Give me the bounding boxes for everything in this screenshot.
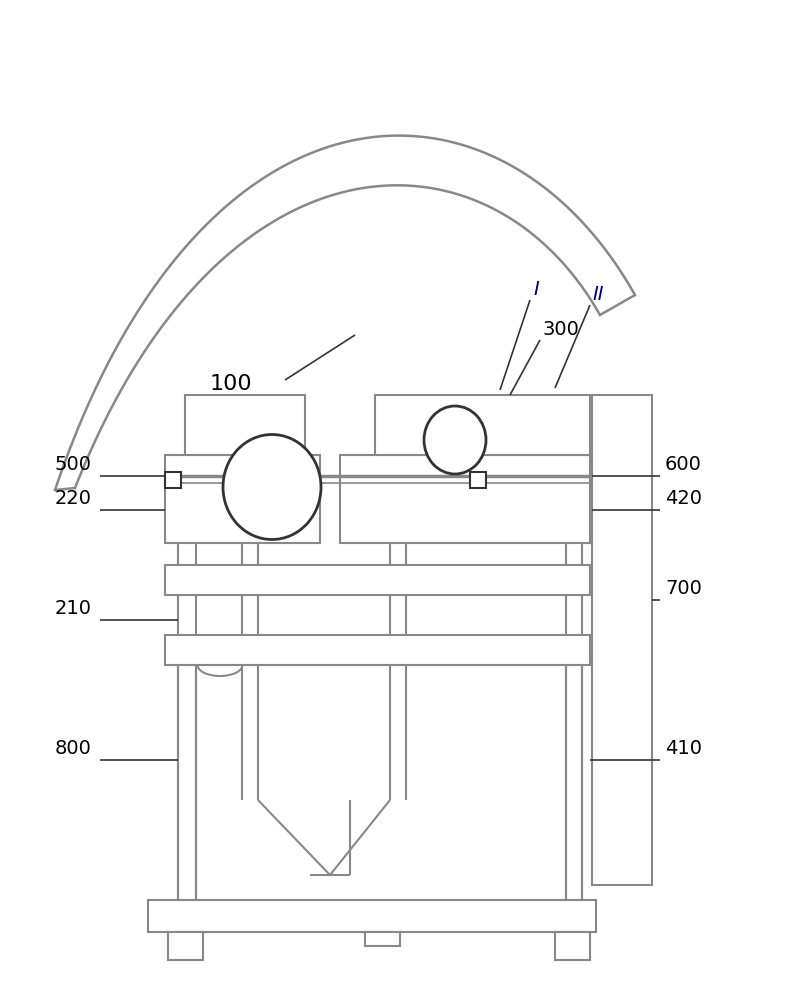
Bar <box>375 395 590 455</box>
Text: 220: 220 <box>55 489 92 508</box>
Text: 210: 210 <box>55 599 92 618</box>
Bar <box>365 932 400 946</box>
Bar <box>470 472 486 488</box>
Text: 800: 800 <box>55 739 92 758</box>
Bar <box>165 635 590 665</box>
Bar <box>592 395 652 885</box>
Bar <box>165 455 320 543</box>
Text: 600: 600 <box>665 455 702 474</box>
Text: 500: 500 <box>55 455 92 474</box>
Bar <box>148 900 596 932</box>
Ellipse shape <box>424 406 486 474</box>
Text: 700: 700 <box>665 579 702 598</box>
Text: II: II <box>592 285 603 304</box>
Ellipse shape <box>223 434 321 540</box>
Text: 100: 100 <box>210 374 253 394</box>
Bar <box>555 932 590 960</box>
Bar <box>185 395 305 455</box>
Bar <box>168 932 203 960</box>
Bar <box>165 472 181 488</box>
Text: I: I <box>533 280 539 299</box>
Text: 300: 300 <box>542 320 579 339</box>
Text: 420: 420 <box>665 489 702 508</box>
Bar <box>165 565 590 595</box>
Bar <box>340 455 590 543</box>
Text: 410: 410 <box>665 739 702 758</box>
